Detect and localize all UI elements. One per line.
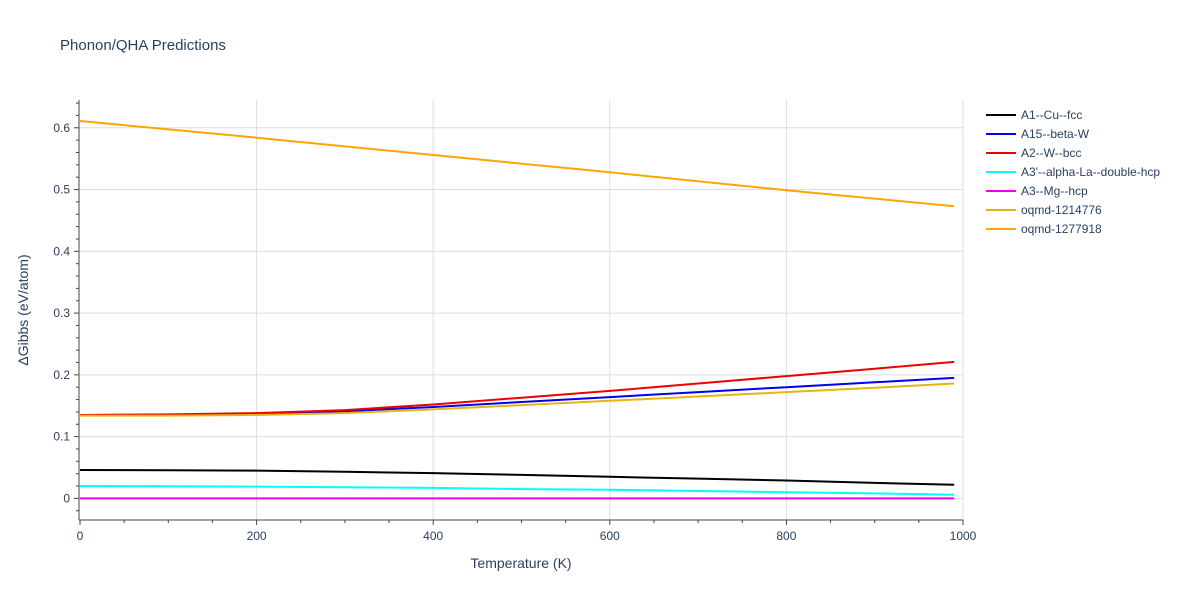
y-tick-label: 0.3 [53,306,70,320]
legend-label: A1--Cu--fcc [1021,108,1082,122]
y-tick-label: 0.4 [53,244,70,258]
y-tick-label: 0.5 [53,183,70,197]
x-tick-label: 800 [776,529,796,543]
x-tick-label: 400 [423,529,443,543]
x-axis-title: Temperature (K) [470,555,571,571]
series-line-2 [79,360,955,416]
legend-item-6[interactable]: oqmd-1277918 [986,222,1102,236]
x-tick-label: 0 [77,529,84,543]
legend-label: A3'--alpha-La--double-hcp [1021,165,1160,179]
tick-labels: 0 200 400 600 800 1000 0 0.1 0.2 0.3 0.4 0.5 0.6 [53,121,976,543]
y-tick-label: 0 [63,491,70,505]
series-group [79,120,955,500]
legend-label: A2--W--bcc [1021,146,1081,160]
legend[interactable]: A1--Cu--fcc A15--beta-W A2--W--bcc A3'--alp… [986,108,1160,236]
y-axis-title: ΔGibbs (eV/atom) [15,254,31,365]
chart-title: Phonon/QHA Predictions [60,37,226,54]
axes [74,100,964,525]
series-line-6 [79,120,955,208]
legend-label: A15--beta-W [1021,127,1090,141]
series-line-3 [79,485,955,496]
x-tick-label: 1000 [950,529,977,543]
series-line-0 [79,469,955,486]
series-line-1 [79,376,955,416]
y-tick-label: 0.1 [53,430,70,444]
y-tick-label: 0.6 [53,121,70,135]
legend-item-5[interactable]: oqmd-1214776 [986,203,1102,217]
legend-item-2[interactable]: A2--W--bcc [986,146,1081,160]
legend-item-1[interactable]: A15--beta-W [986,127,1090,141]
x-tick-label: 200 [247,529,267,543]
legend-label: oqmd-1214776 [1021,203,1102,217]
x-tick-label: 600 [600,529,620,543]
series-line-5 [80,382,955,417]
y-tick-label: 0.2 [53,368,70,382]
legend-item-3[interactable]: A3'--alpha-La--double-hcp [986,165,1160,179]
legend-item-0[interactable]: A1--Cu--fcc [986,108,1082,122]
legend-item-4[interactable]: A3--Mg--hcp [986,184,1088,198]
legend-label: A3--Mg--hcp [1021,184,1088,198]
legend-label: oqmd-1277918 [1021,222,1102,236]
